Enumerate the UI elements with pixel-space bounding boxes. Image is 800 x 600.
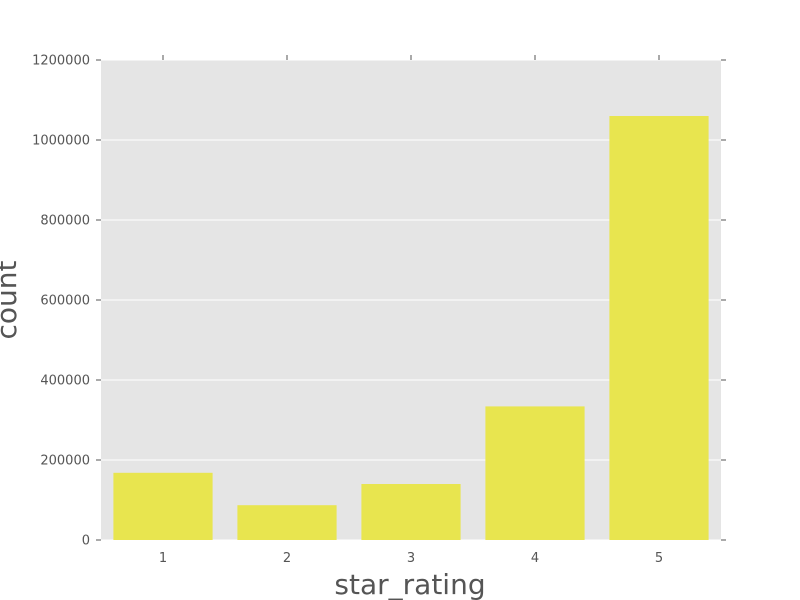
y-tick-label: 400000 [40, 374, 90, 389]
y-tick-label: 800000 [40, 214, 90, 229]
x-tick-label: 5 [655, 551, 663, 566]
bar [485, 406, 585, 540]
bar [361, 484, 461, 540]
y-tick-label: 1000000 [32, 134, 90, 149]
x-tick-label: 4 [531, 551, 539, 566]
y-axis-label: count [0, 260, 23, 339]
bars [113, 116, 709, 540]
y-tick-label: 1200000 [32, 54, 90, 69]
y-axis-ticks: 0 200000 400000 600000 800000 1000000 1200000 [32, 54, 726, 549]
x-tick-label: 1 [159, 551, 167, 566]
y-tick-label: 200000 [40, 454, 90, 469]
bar [609, 116, 709, 540]
y-tick-label: 0 [82, 534, 90, 549]
bar [237, 505, 337, 540]
x-tick-label: 3 [407, 551, 415, 566]
x-tick-label: 2 [283, 551, 291, 566]
bar [113, 472, 213, 540]
x-axis-ticks: 1 2 3 4 5 [159, 55, 663, 566]
x-axis-label: star_rating [334, 568, 485, 600]
y-tick-label: 600000 [40, 294, 90, 309]
